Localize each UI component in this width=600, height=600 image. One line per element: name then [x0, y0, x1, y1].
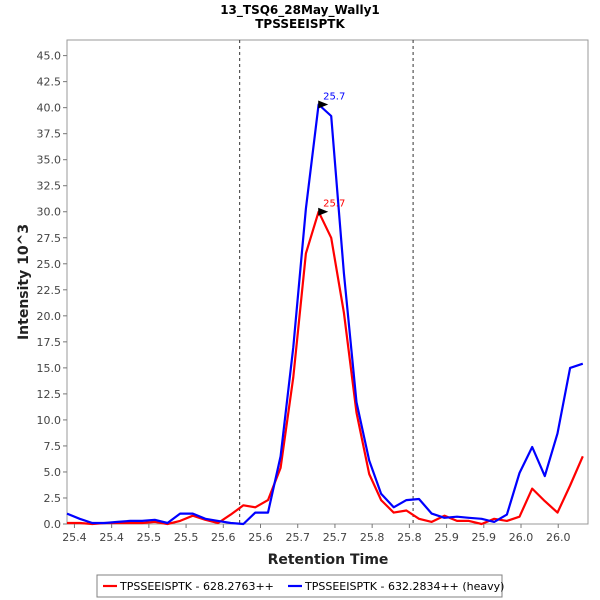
- y-tick-label: 17.5: [37, 336, 62, 349]
- x-axis: 25.4 25.4 25.5 25.5 25.6 25.6 25.7 25.7 25.8 25.8…: [62, 524, 570, 544]
- peak-label-0: 25.7: [323, 199, 345, 210]
- integration-boundaries: [239, 40, 414, 524]
- chart-title: 13_TSQ6_28May_Wally1: [220, 3, 380, 18]
- x-tick-label: 25.6: [211, 531, 236, 544]
- y-tick-label: 5.0: [44, 466, 62, 479]
- x-tick-label: 26.0: [546, 531, 571, 544]
- y-tick-label: 30.0: [37, 206, 62, 219]
- x-tick-label: 25.7: [285, 531, 310, 544]
- y-tick-label: 2.5: [44, 492, 62, 505]
- y-tick-label: 15.0: [37, 362, 62, 375]
- y-tick-label: 32.5: [37, 180, 62, 193]
- y-tick-label: 27.5: [37, 232, 62, 245]
- y-tick-label: 40.0: [37, 102, 62, 115]
- y-tick-label: 12.5: [37, 388, 62, 401]
- x-axis-label: Retention Time: [268, 552, 389, 568]
- y-tick-label: 22.5: [37, 284, 62, 297]
- y-tick-label: 20.0: [37, 310, 62, 323]
- y-axis: 0.0 2.5 5.0 7.5 10.0 12.5 15.0 17.5 20.0 22.5 25.0…: [37, 50, 67, 531]
- x-tick-label: 25.5: [174, 531, 199, 544]
- x-tick-label: 25.4: [99, 531, 124, 544]
- plot-area: [66, 39, 589, 525]
- x-tick-label: 25.9: [434, 531, 459, 544]
- y-tick-label: 25.0: [37, 258, 62, 271]
- series-lines: [66, 103, 584, 526]
- x-tick-label: 25.8: [360, 531, 385, 544]
- x-tick-label: 25.4: [62, 531, 87, 544]
- x-tick-label: 25.9: [472, 531, 497, 544]
- x-tick-label: 25.6: [248, 531, 273, 544]
- y-tick-label: 7.5: [44, 440, 62, 453]
- peak-marker-0: [318, 207, 329, 216]
- chart-subtitle: TPSSEEISPTK: [255, 17, 345, 31]
- x-tick-label: 25.5: [137, 531, 162, 544]
- y-tick-label: 35.0: [37, 154, 62, 167]
- x-tick-label: 25.8: [397, 531, 422, 544]
- legend-label-1: TPSSEEISPTK - 632.2834++ (heavy): [304, 580, 504, 593]
- peak-markers: 25.7 25.7: [318, 92, 345, 216]
- series-line-0: [67, 210, 584, 526]
- series-line-1: [66, 103, 584, 526]
- legend-items: TPSSEEISPTK - 628.2763++ TPSSEEISPTK - 63…: [103, 580, 504, 593]
- x-tick-label: 26.0: [509, 531, 534, 544]
- y-tick-label: 10.0: [37, 414, 62, 427]
- y-tick-label: 37.5: [37, 128, 62, 141]
- y-axis-label: Intensity 10^3: [16, 224, 32, 340]
- y-tick-label: 0.0: [44, 518, 62, 531]
- legend-label-0: TPSSEEISPTK - 628.2763++: [119, 580, 274, 593]
- peak-marker-1: [318, 100, 329, 109]
- y-tick-label: 45.0: [37, 50, 62, 63]
- peak-label-1: 25.7: [323, 92, 345, 103]
- y-tick-label: 42.5: [37, 76, 62, 89]
- x-tick-label: 25.7: [323, 531, 348, 544]
